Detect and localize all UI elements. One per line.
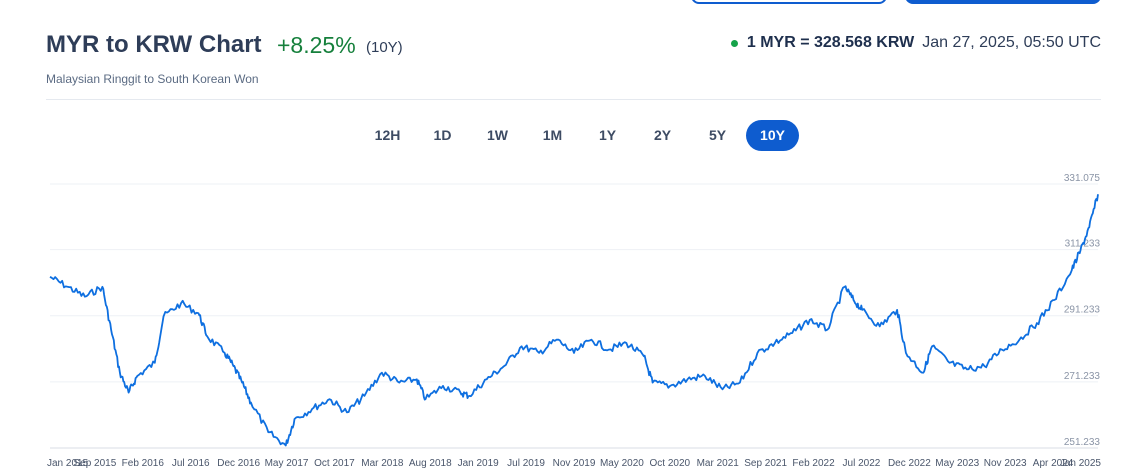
tab-12h[interactable]: 12H (374, 127, 401, 143)
tab-10y[interactable]: 10Y (746, 120, 799, 151)
x-tick-label: Dec 2016 (217, 458, 260, 469)
tab-1d[interactable]: 1D (433, 127, 452, 143)
x-tick-label: Apr 2024 (1033, 458, 1074, 469)
timeframe-tabs: 12H 1D 1W 1M 1Y 2Y 5Y 10Y (361, 120, 801, 151)
percent-change: +8.25% (277, 32, 356, 58)
x-tick-label: Jan 2015 (47, 458, 89, 469)
x-tick-label: Dec 2022 (888, 458, 931, 469)
x-tick-label: Oct 2017 (314, 458, 355, 469)
y-tick-label: 251.233 (1064, 437, 1101, 448)
x-tick-label: Nov 2019 (553, 458, 596, 469)
tab-5y[interactable]: 5Y (708, 127, 727, 143)
y-tick-label: 271.233 (1064, 371, 1101, 382)
current-rate: 1 MYR = 328.568 KRW Jan 27, 2025, 05:50 … (730, 34, 1101, 52)
live-dot-icon (730, 39, 738, 47)
y-tick-label: 331.075 (1064, 173, 1101, 184)
x-tick-label: Jul 2019 (507, 458, 545, 469)
rate-value: 1 MYR = 328.568 KRW (746, 34, 915, 51)
x-tick-label: Mar 2018 (361, 458, 404, 469)
x-tick-label: May 2023 (935, 458, 979, 469)
x-tick-label: Jan 2025 (1060, 458, 1102, 469)
rate-series-line (49, 194, 1099, 447)
x-tick-label: May 2020 (600, 458, 644, 469)
y-tick-label: 291.233 (1064, 305, 1101, 316)
tab-1y[interactable]: 1Y (598, 127, 617, 143)
rate-timestamp: Jan 27, 2025, 05:50 UTC (922, 34, 1101, 51)
top-action-button-outline[interactable] (691, 0, 887, 4)
x-tick-label: Sep 2015 (73, 458, 116, 469)
x-tick-label: Aug 2018 (409, 458, 452, 469)
header-divider (46, 99, 1101, 100)
tab-1m[interactable]: 1M (542, 127, 563, 143)
page-title: MYR to KRW Chart (46, 31, 262, 58)
x-tick-label: Jul 2022 (843, 458, 881, 469)
x-tick-label: Feb 2022 (792, 458, 835, 469)
tab-1w[interactable]: 1W (487, 127, 508, 143)
change-period: (10Y) (366, 39, 403, 56)
x-tick-label: Oct 2020 (650, 458, 691, 469)
x-tick-label: Sep 2021 (744, 458, 787, 469)
x-tick-label: Nov 2023 (984, 458, 1027, 469)
x-tick-label: May 2017 (265, 458, 309, 469)
x-tick-label: Mar 2021 (697, 458, 740, 469)
tab-2y[interactable]: 2Y (653, 127, 672, 143)
top-action-button-solid[interactable] (905, 0, 1101, 4)
x-tick-label: Jul 2016 (172, 458, 210, 469)
pair-subtitle: Malaysian Ringgit to South Korean Won (46, 72, 259, 86)
x-tick-label: Jan 2019 (458, 458, 500, 469)
x-tick-label: Feb 2016 (122, 458, 165, 469)
